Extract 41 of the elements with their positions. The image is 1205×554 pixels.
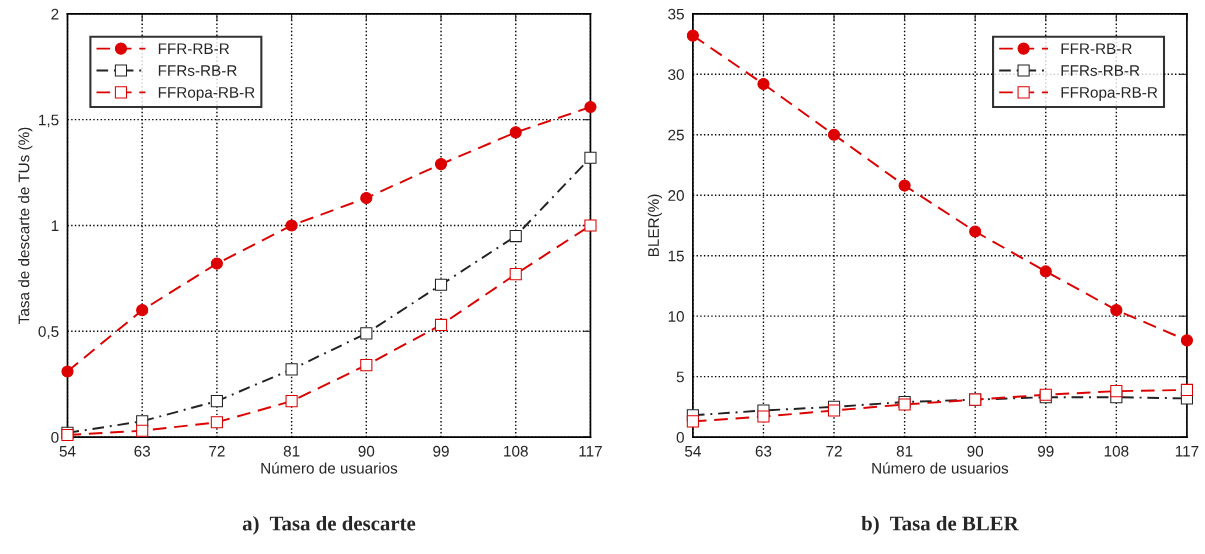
x-tick-label: 81	[283, 445, 300, 457]
x-tick-label: 54	[59, 446, 76, 457]
legend-label: FFRs-RB-R	[1061, 65, 1140, 76]
legend-label: FFR-RB-R	[158, 43, 230, 54]
y-tick-label: 1,5	[39, 114, 59, 128]
y-tick-label: 0,5	[38, 326, 59, 339]
x-tick-label: 99	[433, 445, 449, 457]
x-tick-label: 81	[896, 445, 913, 457]
y-tick-label: 20	[668, 190, 684, 201]
text: b) Tasa de BLER	[861, 515, 1019, 535]
y-tick-label: 5	[676, 371, 684, 383]
x-tick-label: 72	[826, 445, 842, 457]
x-tick-label: 117	[1175, 446, 1199, 457]
x-tick-label: 54	[684, 446, 701, 457]
y-tick-label: 30	[668, 69, 684, 80]
x-tick-label: 108	[504, 445, 528, 457]
legend-label: FFRopa-RB-R	[158, 87, 255, 101]
y-tick-label: 2	[51, 8, 59, 20]
y-tick-label: 15	[668, 250, 684, 262]
y-axis-title: Tasa de descarte de TUs (%)	[18, 127, 33, 324]
y-tick-label: 25	[668, 129, 684, 141]
legend-label: FFRopa-RB-R	[1061, 87, 1158, 101]
x-tick-label: 63	[755, 445, 772, 457]
y-axis-title: BLER(%)	[647, 194, 662, 257]
x-tick-label: 108	[1104, 445, 1129, 457]
y-tick-label: 0	[676, 431, 684, 443]
x-axis-title: Número de usuarios	[872, 462, 1009, 474]
x-tick-label: 117	[579, 446, 602, 457]
y-tick-label: 10	[668, 311, 684, 322]
y-tick-label: 35	[668, 8, 684, 20]
x-tick-label: 90	[967, 445, 984, 457]
text: a) Tasa de descarte	[242, 515, 416, 535]
legend-label: FFRs-RB-R	[158, 65, 237, 76]
x-tick-label: 72	[209, 445, 225, 457]
y-tick-label: 1	[51, 220, 59, 232]
x-tick-label: 99	[1037, 445, 1054, 457]
x-tick-label: 90	[358, 445, 375, 457]
y-tick-label: 0	[51, 431, 59, 443]
legend-label: FFR-RB-R	[1061, 43, 1132, 54]
x-axis-title: Número de usuarios	[261, 462, 398, 474]
x-tick-label: 63	[134, 445, 151, 457]
